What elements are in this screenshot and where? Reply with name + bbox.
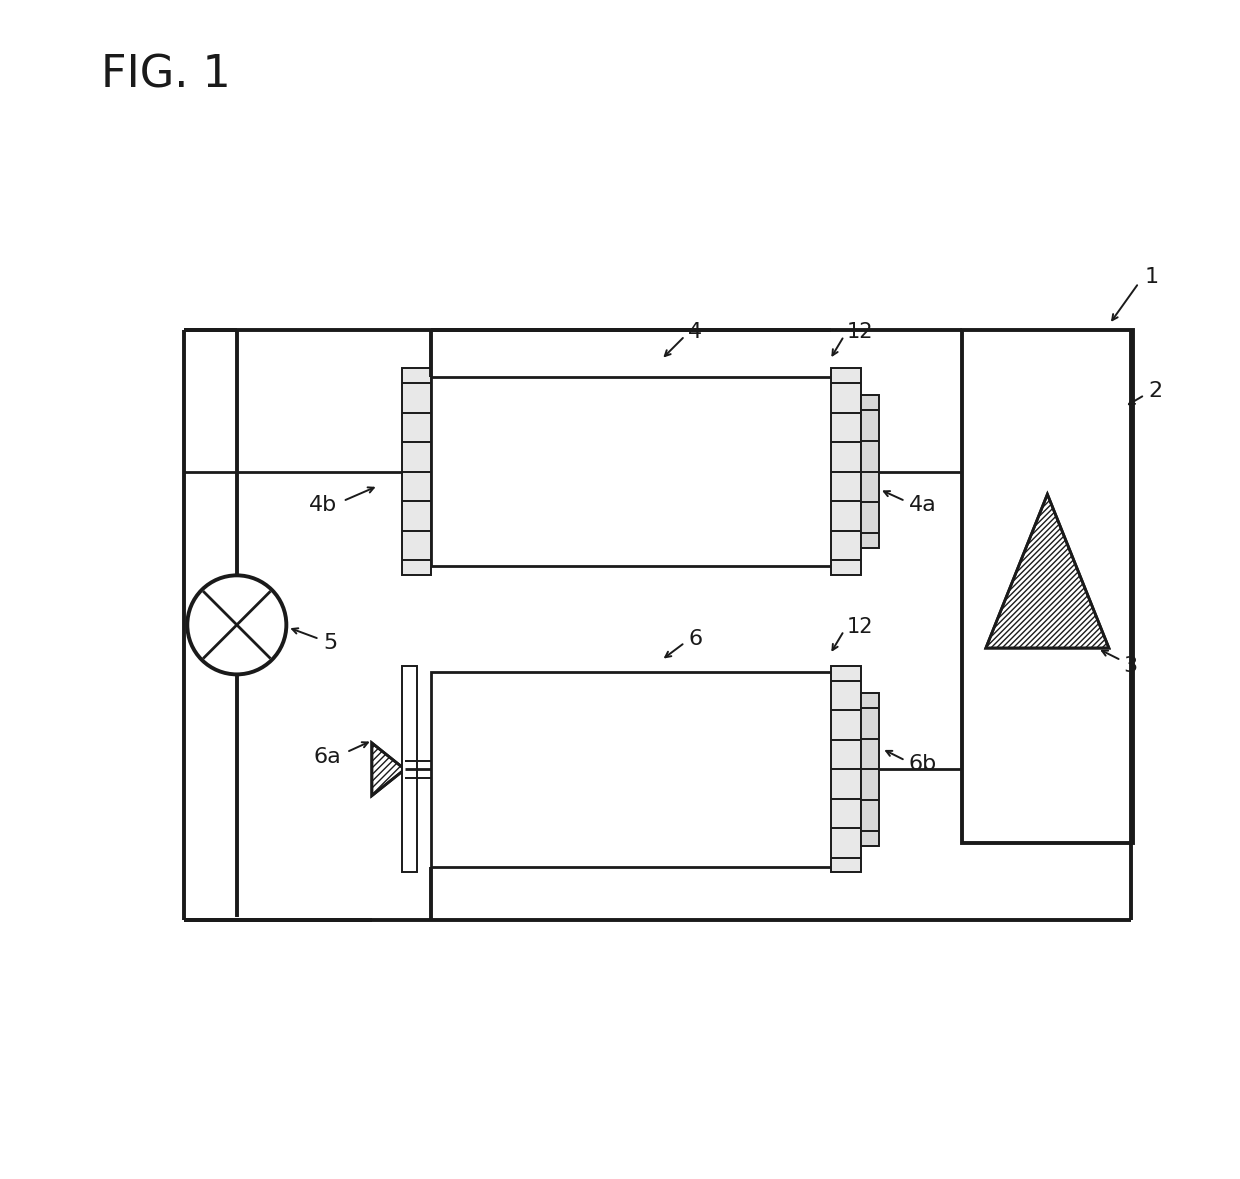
Text: 5: 5 <box>322 633 337 652</box>
Text: 3: 3 <box>1123 657 1137 676</box>
Bar <box>861 395 879 548</box>
Text: 4b: 4b <box>309 495 337 514</box>
Text: 12: 12 <box>847 618 873 637</box>
Text: 1: 1 <box>1145 268 1158 286</box>
Bar <box>432 377 849 566</box>
Bar <box>831 368 861 574</box>
Text: 6a: 6a <box>314 747 341 766</box>
Bar <box>861 692 879 847</box>
Text: 6: 6 <box>688 630 703 648</box>
Bar <box>432 672 849 867</box>
Text: 12: 12 <box>847 323 873 342</box>
Text: 2: 2 <box>1148 382 1162 401</box>
Bar <box>402 666 417 872</box>
Bar <box>402 368 432 574</box>
Bar <box>831 666 861 872</box>
Text: FIG. 1: FIG. 1 <box>102 53 231 95</box>
Text: 4: 4 <box>688 323 703 342</box>
Text: 6b: 6b <box>909 755 937 773</box>
Bar <box>962 330 1133 843</box>
Text: 4a: 4a <box>909 495 936 514</box>
